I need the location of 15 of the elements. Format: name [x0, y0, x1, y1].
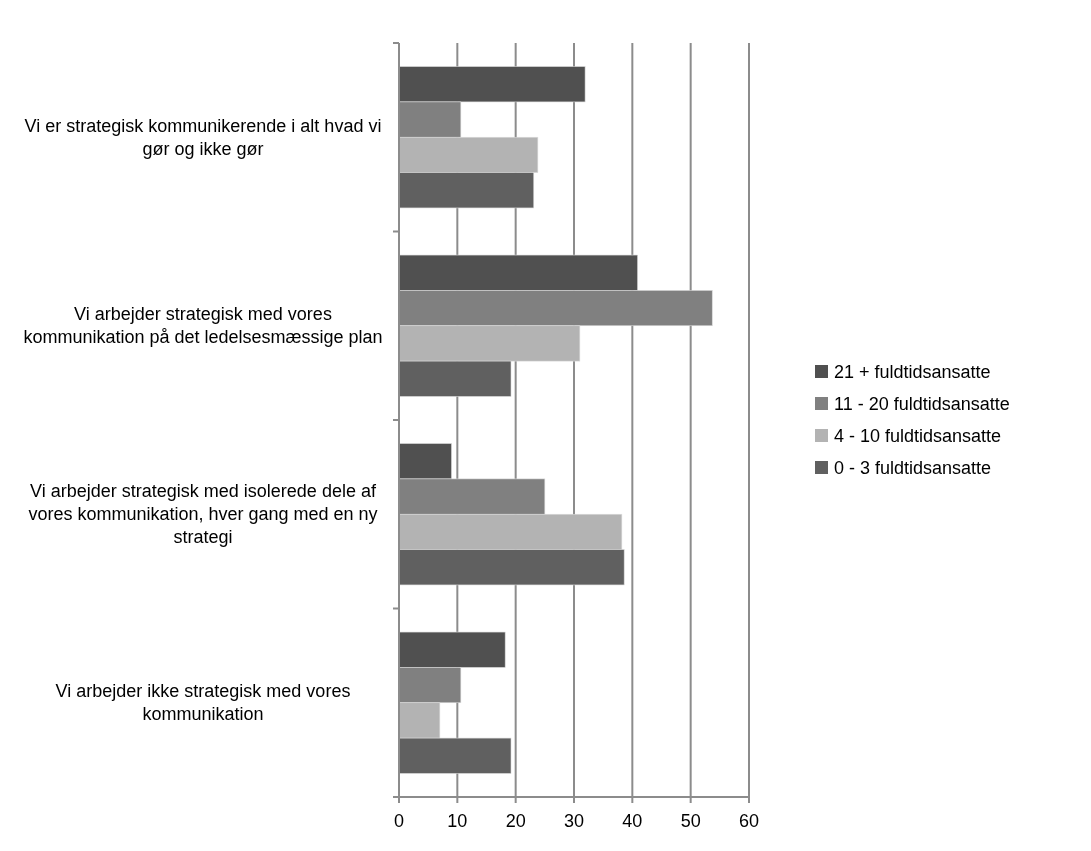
y-tick-label: Vi arbejder strategisk med isolerede dele af vores kommunikation, hver gang med en ny strategi — [28, 481, 378, 548]
x-tick-label: 10 — [447, 811, 468, 831]
legend-label: 0 - 3 fuldtidsansatte — [834, 458, 992, 478]
y-tick-label: Vi arbejder ikke strategisk med vores kommunikation — [55, 681, 351, 725]
y-tick-label: Vi arbejder strategisk med vores kommunikation på det ledelsesmæssige plan — [23, 304, 383, 348]
y-tick-label: Vi er strategisk kommunikerende i alt hvad vi gør og ikke gør — [24, 115, 382, 159]
legend-label: 4 - 10 fuldtidsansatte — [834, 426, 1002, 446]
x-tick-label: 20 — [505, 811, 526, 831]
x-tick-label: 30 — [563, 811, 585, 831]
legend-label: 21 + fuldtidsansatte — [834, 362, 991, 382]
x-tick-label: 0 — [393, 811, 405, 831]
legend-label: 11 - 20 fuldtidsansatte — [834, 394, 1010, 414]
x-tick-label: 40 — [622, 811, 643, 831]
x-tick-label: 60 — [738, 811, 760, 831]
x-tick-label: 50 — [680, 811, 701, 831]
